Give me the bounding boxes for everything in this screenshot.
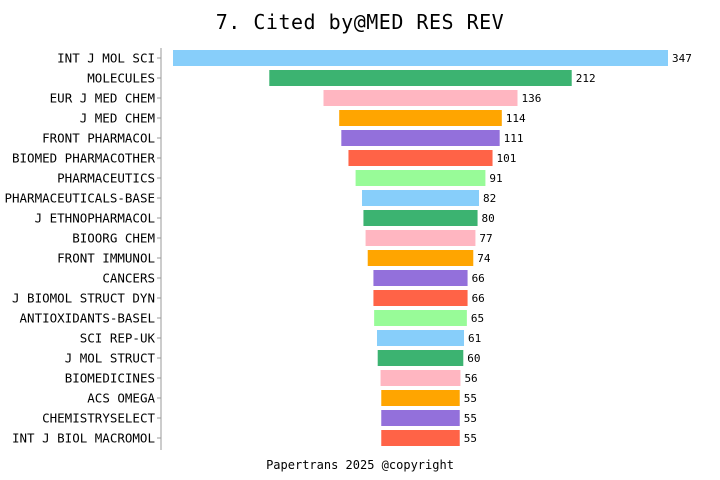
y-tick-label: CHEMISTRYSELECT xyxy=(42,411,155,426)
bar xyxy=(373,270,468,286)
bar xyxy=(367,250,474,266)
bar xyxy=(355,170,486,186)
bar xyxy=(374,310,467,326)
bar xyxy=(376,330,465,346)
y-tick-label: J ETHNOPHARMACOL xyxy=(35,211,155,226)
bar xyxy=(363,210,478,226)
bar-value-label: 114 xyxy=(506,112,526,125)
bar-value-label: 74 xyxy=(477,252,491,265)
bar-value-label: 91 xyxy=(489,172,502,185)
bar-value-label: 65 xyxy=(471,312,484,325)
bar-value-label: 66 xyxy=(472,292,485,305)
bar xyxy=(381,410,460,426)
y-tick-label: FRONT PHARMACOL xyxy=(42,131,155,146)
bar xyxy=(323,90,518,106)
y-tick-label: EUR J MED CHEM xyxy=(50,91,155,106)
bar xyxy=(348,150,493,166)
y-tick-label: J MOL STRUCT xyxy=(65,351,156,366)
bar-value-label: 61 xyxy=(468,332,481,345)
y-tick-label: FRONT IMMUNOL xyxy=(57,251,155,266)
bar xyxy=(339,110,502,126)
y-tick-label: ACS OMEGA xyxy=(87,391,155,406)
bar-value-label: 60 xyxy=(467,352,480,365)
bar xyxy=(341,130,500,146)
bar-value-label: 55 xyxy=(464,412,477,425)
bar-value-label: 66 xyxy=(472,272,485,285)
bar-value-label: 55 xyxy=(464,392,477,405)
y-tick-label: ANTIOXIDANTS-BASEL xyxy=(20,311,155,326)
bar-value-label: 212 xyxy=(576,72,596,85)
bar xyxy=(173,50,668,66)
y-tick-label: BIOMED PHARMACOTHER xyxy=(12,151,155,166)
y-tick-label: BIOMEDICINES xyxy=(65,371,155,386)
bar-value-label: 56 xyxy=(464,372,477,385)
y-tick-label: INT J BIOL MACROMOL xyxy=(12,431,155,446)
bar-value-label: 136 xyxy=(522,92,542,105)
bar-value-label: 347 xyxy=(672,52,692,65)
y-tick-label: MOLECULES xyxy=(87,71,155,86)
y-tick-label: SCI REP-UK xyxy=(80,331,156,346)
bar-value-label: 80 xyxy=(482,212,495,225)
chart-title: 7. Cited by@MED RES REV xyxy=(215,10,505,34)
bar-value-label: 82 xyxy=(483,192,496,205)
bar xyxy=(380,370,461,386)
bar xyxy=(373,290,468,306)
copyright-footer: Papertrans 2025 @copyright xyxy=(266,458,454,472)
y-tick-label: BIOORG CHEM xyxy=(72,231,155,246)
bar xyxy=(365,230,476,246)
bar xyxy=(381,390,460,406)
bar xyxy=(269,70,572,86)
bar xyxy=(381,430,460,446)
y-tick-label: PHARMACEUTICALS-BASE xyxy=(4,191,155,206)
bar-value-label: 55 xyxy=(464,432,477,445)
y-tick-label: CANCERS xyxy=(102,271,155,286)
y-tick-label: PHARMACEUTICS xyxy=(57,171,155,186)
bar xyxy=(377,350,464,366)
y-tick-label: J BIOMOL STRUCT DYN xyxy=(12,291,155,306)
bar-value-label: 77 xyxy=(479,232,492,245)
bar-value-label: 111 xyxy=(504,132,524,145)
y-tick-label: INT J MOL SCI xyxy=(57,51,155,66)
bar-value-label: 101 xyxy=(497,152,517,165)
y-tick-label: J MED CHEM xyxy=(80,111,155,126)
bar xyxy=(362,190,479,206)
